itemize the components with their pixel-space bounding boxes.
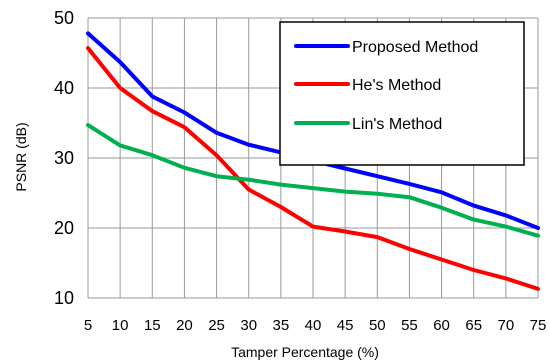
legend: Proposed Method He's Method Lin's Method <box>279 21 525 166</box>
y-tick-labels: 10 20 30 40 50 <box>54 8 74 308</box>
x-tick-label: 75 <box>530 317 547 334</box>
x-tick-label: 30 <box>240 317 257 334</box>
x-tick-label: 60 <box>433 317 450 334</box>
y-tick-label: 50 <box>54 8 74 28</box>
x-tick-label: 70 <box>498 317 515 334</box>
x-axis-label: Tamper Percentage (%) <box>231 344 379 360</box>
x-tick-label: 65 <box>465 317 482 334</box>
x-tick-label: 10 <box>112 317 129 334</box>
x-tick-label: 40 <box>305 317 322 334</box>
y-tick-label: 20 <box>54 218 74 238</box>
legend-label-1: He's Method <box>352 77 441 94</box>
x-tick-label: 25 <box>208 317 225 334</box>
y-tick-label: 30 <box>54 148 74 168</box>
x-tick-label: 5 <box>84 317 92 334</box>
x-tick-label: 15 <box>144 317 161 334</box>
series-line-2 <box>86 123 540 238</box>
legend-label-2: Lin's Method <box>352 116 442 133</box>
x-tick-label: 35 <box>273 317 290 334</box>
y-tick-label: 40 <box>54 78 74 98</box>
y-axis-label: PSNR (dB) <box>13 122 29 191</box>
x-tick-label: 45 <box>337 317 354 334</box>
x-tick-label: 20 <box>176 317 193 334</box>
legend-label-0: Proposed Method <box>352 39 478 56</box>
y-tick-label: 10 <box>54 288 74 308</box>
x-tick-labels: 5 10 15 20 25 30 35 40 45 50 55 60 65 70 75 <box>84 317 547 334</box>
x-tick-label: 55 <box>401 317 418 334</box>
x-tick-label: 50 <box>369 317 386 334</box>
series-line-1 <box>86 46 540 291</box>
